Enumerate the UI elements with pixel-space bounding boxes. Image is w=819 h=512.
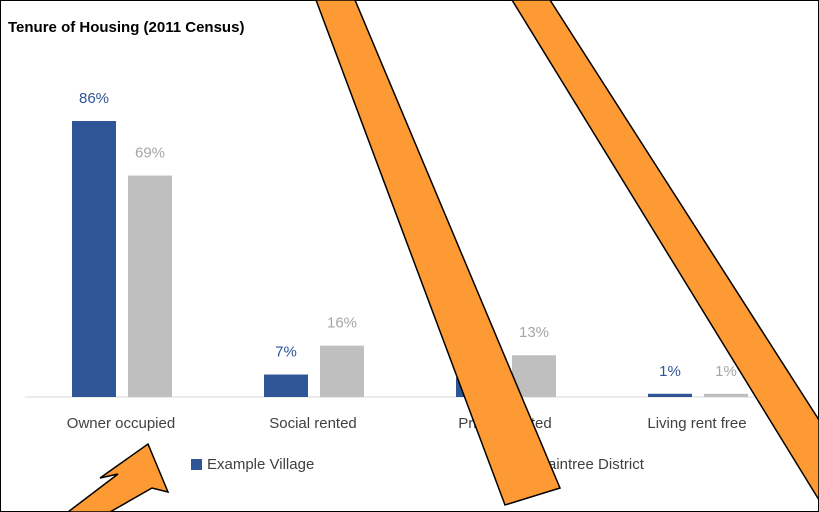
x-tick-label: Living rent free: [647, 415, 746, 432]
data-label: 1%: [659, 363, 681, 380]
legend-label: Example Village: [207, 456, 314, 473]
bar: [648, 394, 692, 397]
x-tick-label: Social rented: [269, 415, 357, 432]
bar: [72, 121, 116, 397]
x-tick-label: Owner occupied: [67, 415, 175, 432]
data-label: 69%: [135, 145, 165, 162]
chart: Tenure of Housing (2011 Census) Owner oc…: [0, 0, 819, 512]
legend-swatch: [191, 459, 202, 470]
chart-title: Tenure of Housing (2011 Census): [8, 19, 244, 36]
page: {"chart_data": {"type": "bar", "title": …: [0, 0, 819, 512]
data-label: 1%: [715, 363, 737, 380]
data-label: 16%: [327, 315, 357, 332]
bar: [264, 375, 308, 397]
data-label: 7%: [275, 344, 297, 361]
bar: [320, 346, 364, 397]
data-label: 86%: [79, 90, 109, 107]
data-label: 13%: [519, 324, 549, 341]
bar: [704, 394, 748, 397]
bar: [128, 176, 172, 397]
